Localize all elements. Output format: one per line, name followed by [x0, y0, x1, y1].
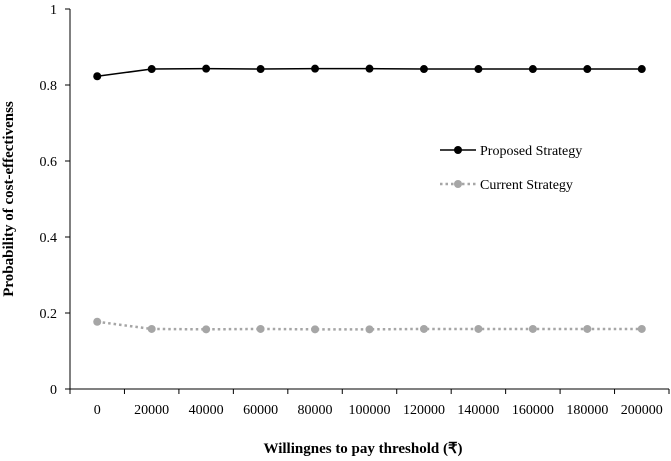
y-tick-label: 0.4 [40, 231, 58, 246]
data-point [311, 325, 320, 334]
x-tick-label: 0 [94, 403, 101, 418]
data-point [637, 65, 646, 74]
x-tick-label: 180000 [566, 403, 608, 418]
x-tick-label: 40000 [189, 403, 224, 418]
data-point [528, 65, 537, 74]
x-tick-label: 100000 [349, 403, 391, 418]
data-point [583, 65, 592, 74]
x-tick-label: 20000 [134, 403, 169, 418]
data-point [637, 324, 646, 333]
data-point [528, 324, 537, 333]
data-point [93, 317, 102, 326]
data-point [419, 324, 428, 333]
data-point [256, 65, 265, 74]
x-ticks: 0 20000 40000 60000 80000 100000 120000 140000 1… [69, 389, 670, 418]
x-tick-label: 140000 [457, 403, 499, 418]
data-point [202, 64, 211, 73]
y-tick-label: 0.2 [40, 307, 58, 322]
y-tick-label: 0 [50, 383, 57, 398]
data-point [365, 64, 374, 73]
data-point [365, 325, 374, 334]
x-tick-label: 60000 [243, 403, 278, 418]
y-ticks: 0 0.2 0.4 0.6 0.8 1 [40, 3, 70, 398]
x-tick-label: 200000 [621, 403, 663, 418]
series-layer [93, 64, 646, 334]
data-point [419, 65, 428, 74]
legend: Proposed Strategy Current Strategy [440, 144, 582, 193]
axes [69, 9, 669, 390]
data-point [202, 325, 211, 334]
data-point [147, 324, 156, 333]
legend-marker-0 [454, 146, 462, 154]
legend-label-0: Proposed Strategy [480, 144, 582, 159]
y-tick-label: 1 [50, 3, 57, 18]
x-tick-label: 160000 [512, 403, 554, 418]
data-point [474, 324, 483, 333]
x-tick-label: 120000 [403, 403, 445, 418]
legend-label-1: Current Strategy [480, 178, 573, 193]
data-point [256, 324, 265, 333]
data-point [311, 64, 320, 73]
x-tick-label: 80000 [298, 403, 333, 418]
data-point [583, 324, 592, 333]
y-tick-label: 0.6 [40, 155, 58, 170]
data-point [147, 65, 156, 74]
y-axis-title: Probability of cost-effectivenss [1, 101, 17, 297]
data-point [474, 65, 483, 74]
data-point [93, 72, 102, 81]
y-tick-label: 0.8 [40, 79, 58, 94]
x-axis-title: Willingnes to pay threshold (₹) [263, 441, 462, 457]
legend-marker-1 [454, 180, 462, 188]
